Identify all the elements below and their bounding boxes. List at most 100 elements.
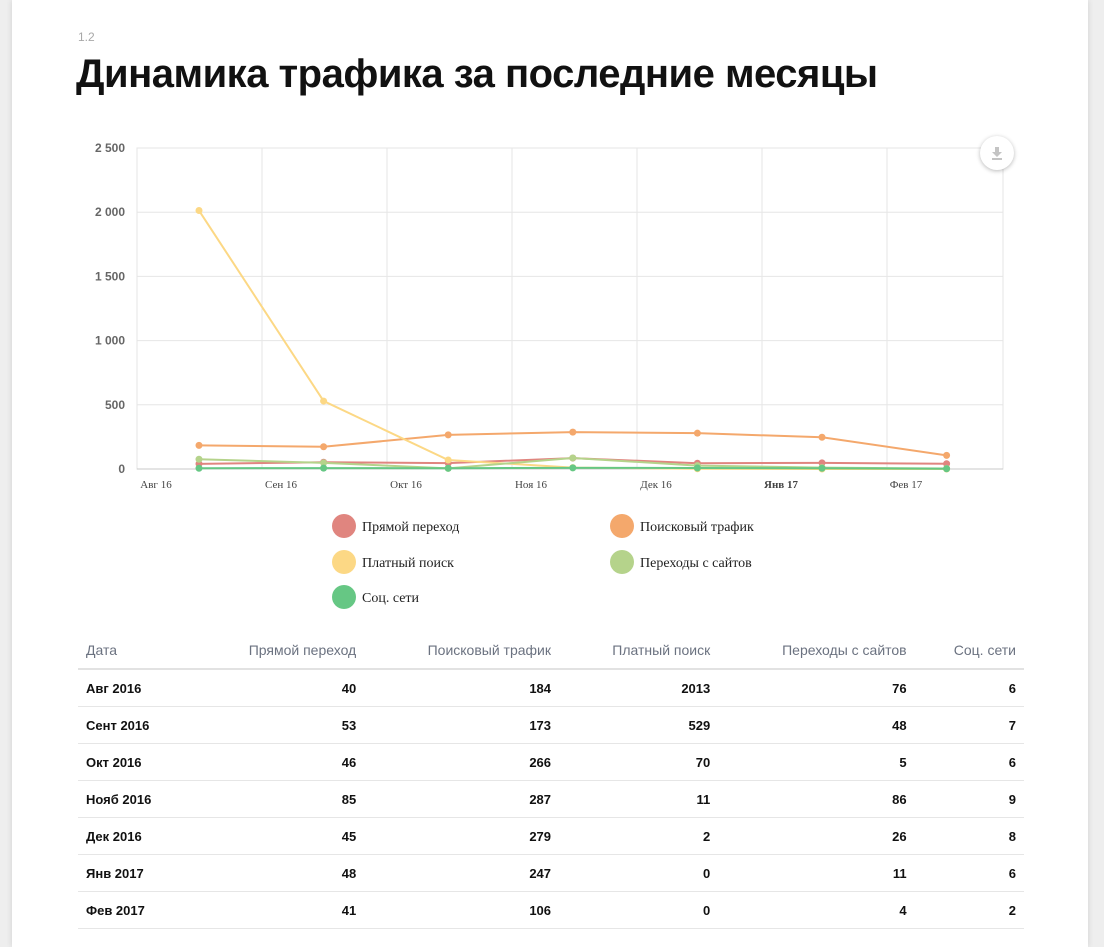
data-point	[818, 464, 826, 472]
column-header: Дата	[78, 632, 192, 670]
table-header-row: Дата Прямой переход Поисковый трафик Платны…	[78, 632, 1024, 670]
section-number: 1.2	[78, 30, 95, 44]
table-body: Авг 2016 40 184 2013 76 6 Сент 2016 53 173 529 48 7…	[78, 669, 1024, 929]
table-cell: 11	[559, 780, 719, 818]
legend-label: Поисковый трафик	[640, 520, 754, 535]
table-cell: Фев 2017	[78, 891, 192, 929]
x-axis-ticks: Авг 16 Сен 16 Окт 16 Ноя 16 Дек 16 Янв 17 Фев …	[140, 479, 922, 491]
y-tick-label: 0	[118, 462, 125, 476]
x-tick-label: Фев 17	[890, 479, 923, 491]
data-point	[320, 464, 328, 472]
table-cell: 279	[364, 817, 560, 855]
table-row: Фев 2017 41 106 0 4 2	[78, 891, 1024, 929]
table-cell: 8	[914, 817, 1024, 855]
table-cell: 86	[718, 780, 915, 818]
data-point	[693, 464, 701, 472]
report-sheet: 1.2 Динамика трафика за последние месяцы…	[12, 0, 1088, 947]
column-header: Прямой переход	[191, 632, 365, 670]
table-row: Нояб 2016 85 287 11 86 9	[78, 780, 1024, 818]
table-cell: 76	[718, 669, 915, 707]
data-point	[195, 455, 203, 463]
table-row: Янв 2017 48 247 0 11 6	[78, 854, 1024, 892]
legend-label: Соц. сети	[362, 591, 420, 606]
data-point	[569, 454, 577, 462]
plot-frame	[136, 147, 1004, 470]
table-cell: Янв 2017	[78, 854, 192, 892]
data-point	[444, 456, 452, 464]
table-cell: 4	[718, 891, 915, 929]
traffic-table: Дата Прямой переход Поисковый трафик Платны…	[78, 632, 1024, 929]
legend-swatch	[610, 514, 634, 538]
table-cell: 70	[559, 743, 719, 781]
legend-swatch	[332, 585, 356, 609]
y-tick-label: 1 500	[95, 269, 125, 283]
table-cell: 0	[559, 891, 719, 929]
y-tick-label: 500	[105, 398, 125, 412]
table-row: Дек 2016 45 279 2 26 8	[78, 817, 1024, 855]
data-point	[444, 464, 452, 472]
x-tick-label: Ноя 16	[515, 479, 548, 491]
table-cell: 184	[364, 669, 560, 707]
data-point	[569, 464, 577, 472]
table-cell: 48	[191, 854, 365, 892]
table-row: Авг 2016 40 184 2013 76 6	[78, 669, 1024, 707]
x-tick-label: Окт 16	[390, 479, 422, 491]
table-cell: 6	[914, 743, 1024, 781]
legend-label: Переходы с сайтов	[640, 556, 752, 571]
table-cell: Нояб 2016	[78, 780, 192, 818]
table-cell: 46	[191, 743, 365, 781]
traffic-line-chart: 0 500 1 000 1 500 2 000 2 500 Авг 16 Сен 16 Окт…	[95, 141, 1004, 609]
table-cell: 85	[191, 780, 365, 818]
data-point	[943, 451, 951, 459]
table-cell: 9	[914, 780, 1024, 818]
data-point	[320, 443, 328, 451]
chart-grid	[136, 147, 1004, 470]
table-cell: 287	[364, 780, 560, 818]
legend-swatch	[610, 550, 634, 574]
legend-swatch	[332, 514, 356, 538]
data-point	[693, 429, 701, 437]
table-cell: 266	[364, 743, 560, 781]
table-cell: Дек 2016	[78, 817, 192, 855]
data-point	[320, 397, 328, 405]
legend-label: Платный поиск	[362, 556, 454, 571]
chart-legend: Прямой переход Поисковый трафик Платный по…	[332, 514, 754, 609]
x-tick-label: Дек 16	[640, 479, 672, 491]
table-cell: 2	[914, 891, 1024, 929]
data-point	[444, 431, 452, 439]
table-cell: 6	[914, 854, 1024, 892]
table-cell: 5	[718, 743, 915, 781]
table-cell: 26	[718, 817, 915, 855]
table-cell: 53	[191, 706, 365, 744]
column-header: Поисковый трафик	[364, 632, 560, 670]
y-tick-label: 2 500	[95, 141, 125, 155]
legend-label: Прямой переход	[362, 520, 459, 535]
table-row: Сент 2016 53 173 529 48 7	[78, 706, 1024, 744]
table-cell: 6	[914, 669, 1024, 707]
y-tick-label: 1 000	[95, 334, 125, 348]
table-cell: 0	[559, 854, 719, 892]
table-cell: 40	[191, 669, 365, 707]
data-point	[818, 433, 826, 441]
column-header: Переходы с сайтов	[718, 632, 915, 670]
table-row: Окт 2016 46 266 70 5 6	[78, 743, 1024, 781]
legend-swatch	[332, 550, 356, 574]
table-cell: 45	[191, 817, 365, 855]
table-cell: 11	[718, 854, 915, 892]
table-cell: Авг 2016	[78, 669, 192, 707]
data-point	[195, 464, 203, 472]
table-cell: Окт 2016	[78, 743, 192, 781]
download-chart-button[interactable]	[980, 136, 1014, 170]
table-cell: 247	[364, 854, 560, 892]
data-point	[569, 428, 577, 436]
table-cell: 2	[559, 817, 719, 855]
x-tick-label: Авг 16	[140, 479, 172, 491]
chart-series	[195, 207, 951, 473]
data-point	[195, 441, 203, 449]
data-point	[195, 207, 203, 215]
table-cell: 106	[364, 891, 560, 929]
x-tick-label: Янв 17	[764, 479, 798, 491]
download-icon	[992, 147, 1002, 160]
table-cell: 2013	[559, 669, 719, 707]
table-cell: 529	[559, 706, 719, 744]
